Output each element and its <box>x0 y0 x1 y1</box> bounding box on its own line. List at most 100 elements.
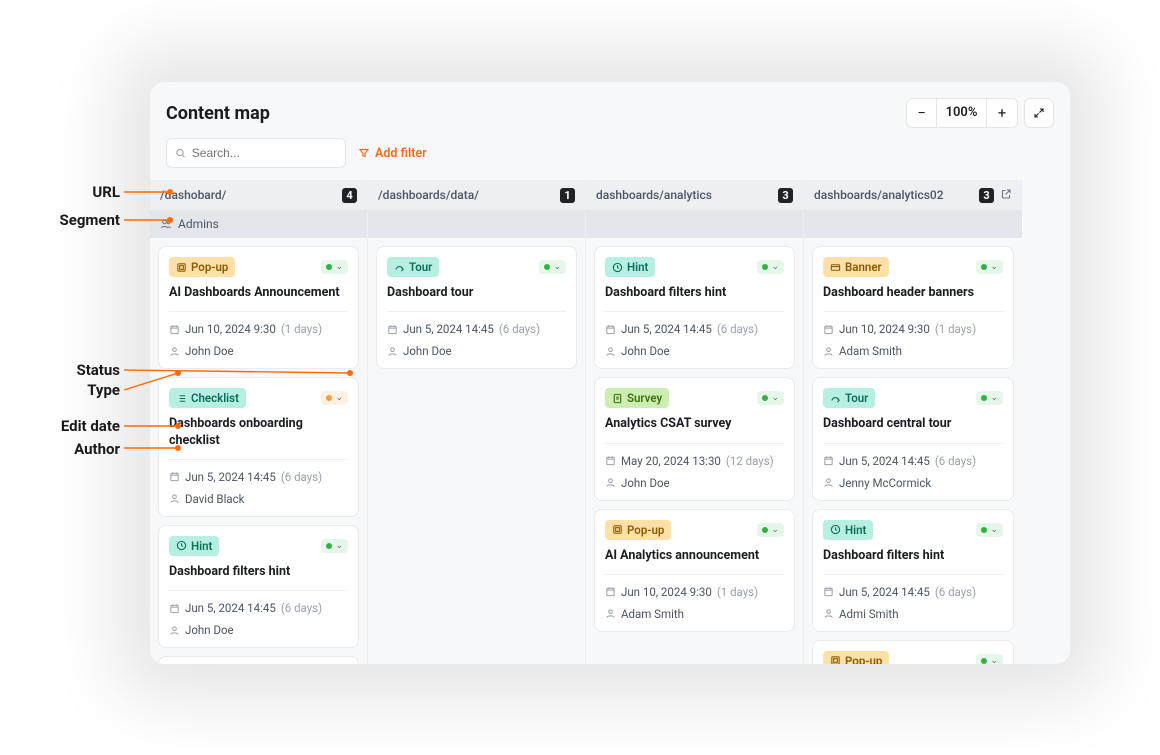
card-days: (6 days) <box>717 322 758 336</box>
content-card[interactable]: Tour ⌄ Dashboard central tour Jun 5, 202… <box>812 377 1014 500</box>
fullscreen-button[interactable] <box>1024 98 1054 128</box>
calendar-icon <box>823 455 834 466</box>
search-box[interactable] <box>166 138 346 168</box>
card-date: Jun 5, 2024 14:45 <box>403 322 494 336</box>
type-badge-label: Pop-up <box>845 654 882 664</box>
board-column: /dashobard/4Admins Pop-up ⌄ AI Dashboard… <box>150 180 368 664</box>
card-title: Dashboard header banners <box>823 285 1003 301</box>
column-url-row[interactable]: dashboards/analytics023 <box>804 180 1022 210</box>
content-card[interactable]: Survey ⌄ Dashboards CSAT survey May 20, … <box>158 656 359 664</box>
status-pill[interactable]: ⌄ <box>539 260 566 274</box>
card-days: (1 days) <box>935 322 976 336</box>
board-column: /dashboards/data/1 Tour ⌄ Dashboard tour… <box>368 180 586 664</box>
status-pill[interactable]: ⌄ <box>976 260 1003 274</box>
status-pill[interactable]: ⌄ <box>757 391 784 405</box>
card-top: Hint ⌄ <box>605 257 784 277</box>
card-date-row: Jun 10, 2024 9:30 (1 days) <box>823 322 1003 336</box>
zoom-controls: − 100% + <box>906 98 1018 128</box>
type-badge: Pop-up <box>605 520 671 540</box>
content-card[interactable]: Pop-up ⌄ AI Dashboards Announcement Jun … <box>158 246 359 369</box>
type-badge-label: Banner <box>845 260 882 274</box>
column-segment-row[interactable]: Admins <box>150 210 367 238</box>
card-date: Jun 10, 2024 9:30 <box>621 585 712 599</box>
calendar-icon <box>605 455 616 466</box>
content-card[interactable]: Survey ⌄ Analytics CSAT survey May 20, 2… <box>594 377 795 500</box>
divider <box>605 443 784 444</box>
type-badge: Banner <box>823 257 889 277</box>
zoom-out-button[interactable]: − <box>907 99 937 127</box>
card-author: John Doe <box>185 344 234 358</box>
user-icon <box>605 477 616 488</box>
type-badge: Checklist <box>169 388 246 408</box>
status-pill[interactable]: ⌄ <box>321 539 348 553</box>
card-date: Jun 5, 2024 14:45 <box>621 322 712 336</box>
external-link-icon[interactable] <box>1000 188 1012 203</box>
column-segment-row[interactable] <box>804 210 1022 238</box>
add-filter-button[interactable]: Add filter <box>358 146 427 161</box>
card-date: Jun 10, 2024 9:30 <box>185 322 276 336</box>
status-dot-icon <box>762 264 768 270</box>
zoom-in-button[interactable]: + <box>987 99 1017 127</box>
anno-author: Author <box>0 440 120 458</box>
card-date-row: Jun 10, 2024 9:30 (1 days) <box>169 322 348 336</box>
anno-segment: Segment <box>0 211 120 229</box>
status-pill[interactable]: ⌄ <box>321 391 348 405</box>
content-card[interactable]: Hint ⌄ Dashboard filters hint Jun 5, 202… <box>594 246 795 369</box>
status-pill[interactable]: ⌄ <box>757 523 784 537</box>
card-top: Tour ⌄ <box>387 257 566 277</box>
type-badge-label: Checklist <box>191 391 239 405</box>
status-pill[interactable]: ⌄ <box>757 260 784 274</box>
cards-list: Banner ⌄ Dashboard header banners Jun 10… <box>804 238 1022 664</box>
card-date-row: May 20, 2024 13:30 (12 days) <box>605 454 784 468</box>
status-dot-icon <box>981 264 987 270</box>
status-pill[interactable]: ⌄ <box>976 523 1003 537</box>
content-card[interactable]: Hint ⌄ Dashboard filters hint Jun 5, 202… <box>158 525 359 648</box>
search-input[interactable] <box>192 146 337 160</box>
card-title: Dashboard central tour <box>823 416 1003 432</box>
anno-status: Status <box>0 361 120 379</box>
card-title: Analytics CSAT survey <box>605 416 784 432</box>
status-dot-icon <box>981 658 987 664</box>
type-badge: Tour <box>387 257 439 277</box>
content-map-panel: Content map − 100% + Add filter /dashoba… <box>150 82 1070 664</box>
content-card[interactable]: Pop-up ⌄ AI Analytics announcement Jun 1… <box>594 509 795 632</box>
chevron-down-icon: ⌄ <box>335 262 343 272</box>
chevron-down-icon: ⌄ <box>990 393 998 403</box>
column-url-row[interactable]: /dashobard/4 <box>150 180 367 210</box>
card-top: Hint ⌄ <box>169 536 348 556</box>
column-segment-row[interactable] <box>586 210 803 238</box>
content-card[interactable]: Tour ⌄ Dashboard tour Jun 5, 2024 14:45 … <box>376 246 577 369</box>
user-icon <box>823 608 834 619</box>
column-url-row[interactable]: dashboards/analytics3 <box>586 180 803 210</box>
status-pill[interactable]: ⌄ <box>976 391 1003 405</box>
card-author: Jenny McCormick <box>839 476 931 490</box>
card-days: (12 days) <box>726 454 774 468</box>
type-badge-label: Tour <box>845 391 868 405</box>
user-icon <box>387 346 398 357</box>
column-url-row[interactable]: /dashboards/data/1 <box>368 180 585 210</box>
status-dot-icon <box>326 543 332 549</box>
expand-icon <box>1033 107 1045 119</box>
card-title: Dashboard tour <box>387 285 566 301</box>
divider <box>169 590 348 591</box>
divider <box>823 574 1003 575</box>
content-card[interactable]: Pop-up ⌄ AI Analytics announcement Jun 1… <box>812 640 1014 664</box>
content-card[interactable]: Hint ⌄ Dashboard filters hint Jun 5, 202… <box>812 509 1014 632</box>
status-pill[interactable]: ⌄ <box>321 260 348 274</box>
chevron-down-icon: ⌄ <box>771 393 779 403</box>
user-icon <box>823 346 834 357</box>
chevron-down-icon: ⌄ <box>335 393 343 403</box>
card-date-row: Jun 5, 2024 14:45 (6 days) <box>605 322 784 336</box>
card-title: Dashboard filters hint <box>605 285 784 301</box>
column-count: 1 <box>560 188 575 203</box>
column-segment-row[interactable] <box>368 210 585 238</box>
content-card[interactable]: Banner ⌄ Dashboard header banners Jun 10… <box>812 246 1014 369</box>
user-icon <box>169 493 180 504</box>
type-badge: Hint <box>823 520 873 540</box>
content-card[interactable]: Checklist ⌄ Dashboards onboarding checkl… <box>158 377 359 517</box>
divider <box>823 443 1003 444</box>
status-pill[interactable]: ⌄ <box>976 654 1003 664</box>
board-column: dashboards/analytics3 Hint ⌄ Dashboard f… <box>586 180 804 664</box>
calendar-icon <box>605 324 616 335</box>
divider <box>169 459 348 460</box>
